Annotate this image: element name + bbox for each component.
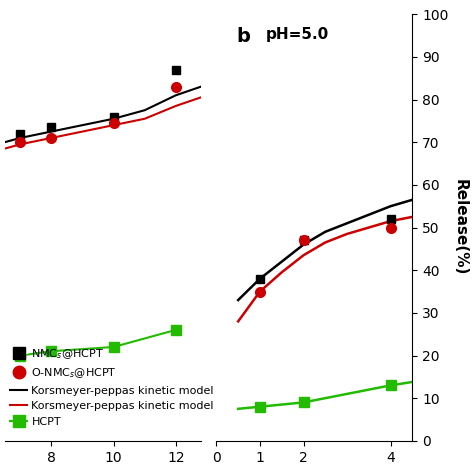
Y-axis label: Release(%): Release(%) xyxy=(453,179,468,276)
Text: b: b xyxy=(236,27,250,46)
Legend: NMC$_s$@HCPT, O-NMC$_s$@HCPT, Korsmeyer-peppas kinetic model, Korsmeyer-peppas k: NMC$_s$@HCPT, O-NMC$_s$@HCPT, Korsmeyer-… xyxy=(10,347,214,427)
Text: pH=5.0: pH=5.0 xyxy=(265,27,328,42)
